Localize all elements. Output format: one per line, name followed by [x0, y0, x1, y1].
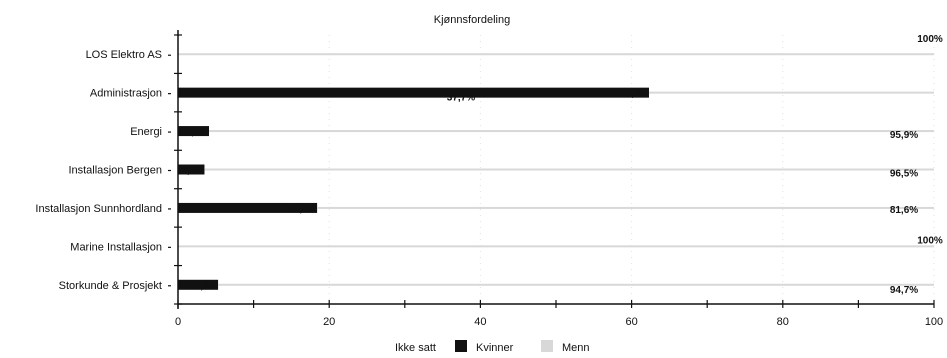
bar-menn	[178, 53, 934, 56]
data-label-menn: 100%	[917, 235, 943, 246]
legend: Ikke satt Kvinner Menn	[395, 340, 590, 354]
bar-menn	[208, 130, 935, 133]
data-label-menn: 100%	[917, 34, 943, 45]
data-label-kvinner: 62,3%	[621, 89, 647, 99]
legend-swatch	[541, 340, 553, 352]
bars	[178, 53, 935, 290]
x-tick-label: 80	[777, 316, 789, 328]
data-label-menn: 96,5%	[890, 169, 918, 180]
bar-kvinner	[178, 279, 219, 290]
data-label-menn: 37,7%	[447, 93, 475, 104]
category-label: Energi	[130, 126, 162, 138]
data-label-menn: 94,7%	[890, 285, 918, 296]
category-label: LOS Elektro AS	[86, 49, 162, 61]
bar-menn	[204, 168, 934, 171]
x-tick-label: 40	[474, 316, 486, 328]
legend-label: Ikke satt	[395, 342, 436, 354]
bar-menn	[648, 91, 934, 94]
bar-kvinner	[178, 202, 318, 213]
x-tick-label: 0	[175, 316, 181, 328]
legend-swatch	[455, 340, 467, 352]
x-tick-label: 100	[925, 316, 943, 328]
bar-menn	[218, 283, 934, 286]
bar-kvinner	[178, 164, 205, 175]
x-tick-label: 20	[323, 316, 335, 328]
chart-title: Kjønnsfordeling	[434, 14, 510, 26]
legend-label: Kvinner	[476, 342, 514, 354]
category-label: Storkunde & Prosjekt	[59, 280, 162, 292]
data-label-menn: 95,9%	[890, 130, 918, 141]
bar-menn	[178, 245, 934, 248]
data-label-kvinner: 3,5%	[182, 166, 203, 176]
category-label: Administrasjon	[90, 88, 162, 100]
data-label-kvinner: 5,3%	[196, 281, 217, 291]
category-label: Installasjon Sunnhordland	[35, 203, 162, 215]
bar-kvinner	[178, 87, 649, 98]
bar-menn	[317, 206, 934, 209]
bar-kvinner	[178, 126, 209, 137]
data-label-kvinner: 18,4%	[290, 204, 316, 214]
data-label-kvinner: 4,1%	[186, 127, 207, 137]
category-label: Installasjon Bergen	[68, 165, 162, 177]
x-tick-label: 60	[625, 316, 637, 328]
data-label-menn: 81,6%	[890, 205, 918, 216]
axes: 0 20 40 60 80 100	[168, 30, 943, 328]
data-labels: LOS Elektro AS Administrasjon Energi Instal…	[35, 34, 942, 296]
legend-label: Menn	[562, 342, 590, 354]
category-label: Marine Installasjon	[70, 241, 162, 253]
